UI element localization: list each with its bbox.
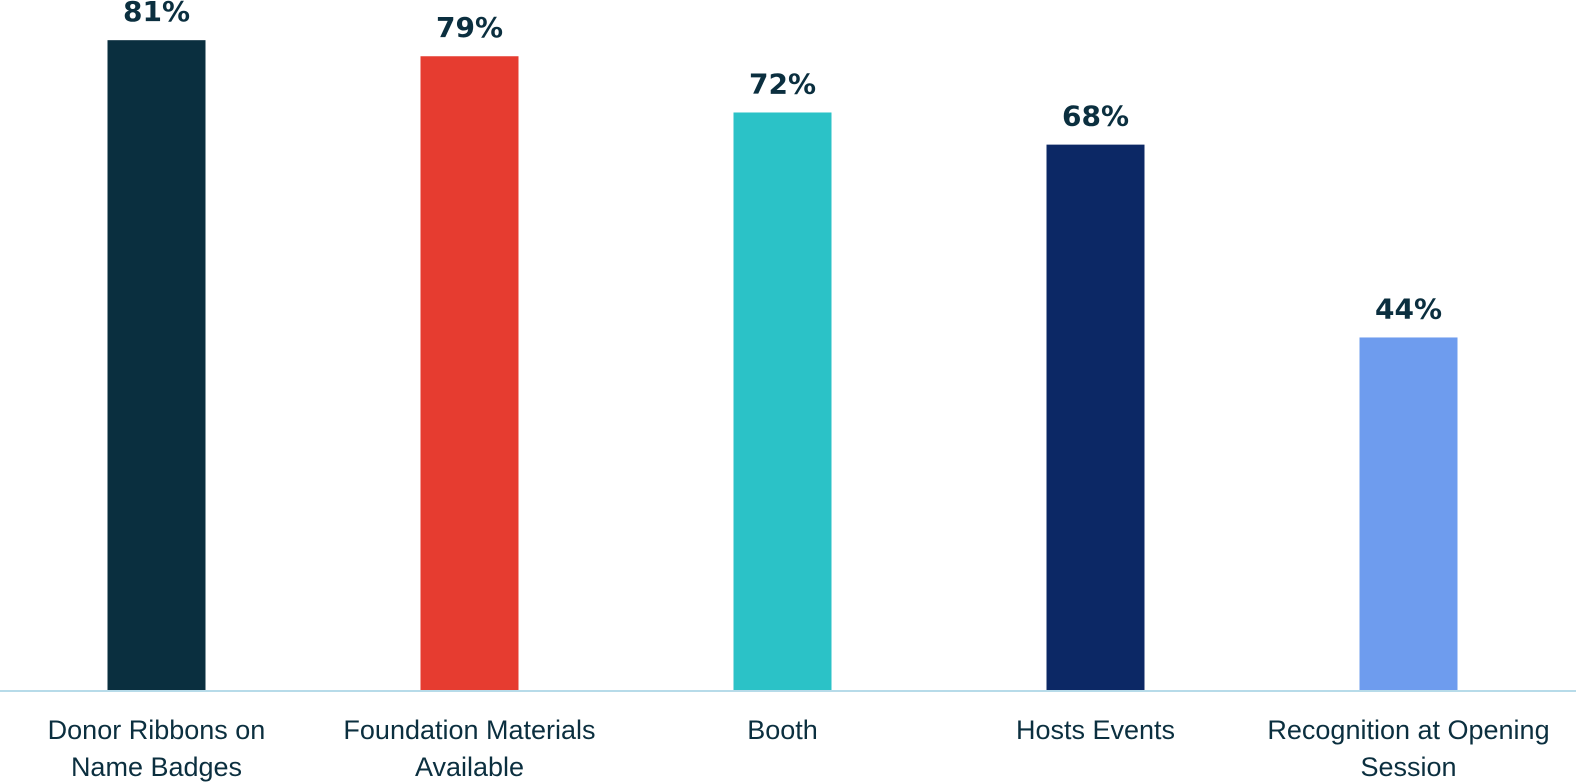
category-label: Recognition at Opening <box>1267 715 1549 745</box>
category-label: Hosts Events <box>1016 715 1175 745</box>
category-label: Name Badges <box>71 752 242 782</box>
bars-group <box>107 40 1458 691</box>
value-label: 44% <box>1375 292 1442 325</box>
value-label: 68% <box>1062 100 1129 133</box>
category-label: Session <box>1360 752 1456 782</box>
bar <box>1359 337 1458 691</box>
category-labels-group: Donor Ribbons on Name Badges Foundation Ma… <box>48 715 1550 782</box>
category-label: Donor Ribbons on <box>48 715 266 745</box>
bar <box>1046 144 1145 691</box>
bar <box>733 112 832 691</box>
category-label: Booth <box>747 715 818 745</box>
value-label: 79% <box>436 11 503 44</box>
value-label: 72% <box>749 67 816 100</box>
bar <box>107 40 206 691</box>
bar <box>420 56 519 691</box>
value-labels-group: 81% 79% 72% 68% 44% <box>123 0 1442 325</box>
value-label: 81% <box>123 0 190 28</box>
category-label: Available <box>415 752 524 782</box>
category-label: Foundation Materials <box>343 715 595 745</box>
